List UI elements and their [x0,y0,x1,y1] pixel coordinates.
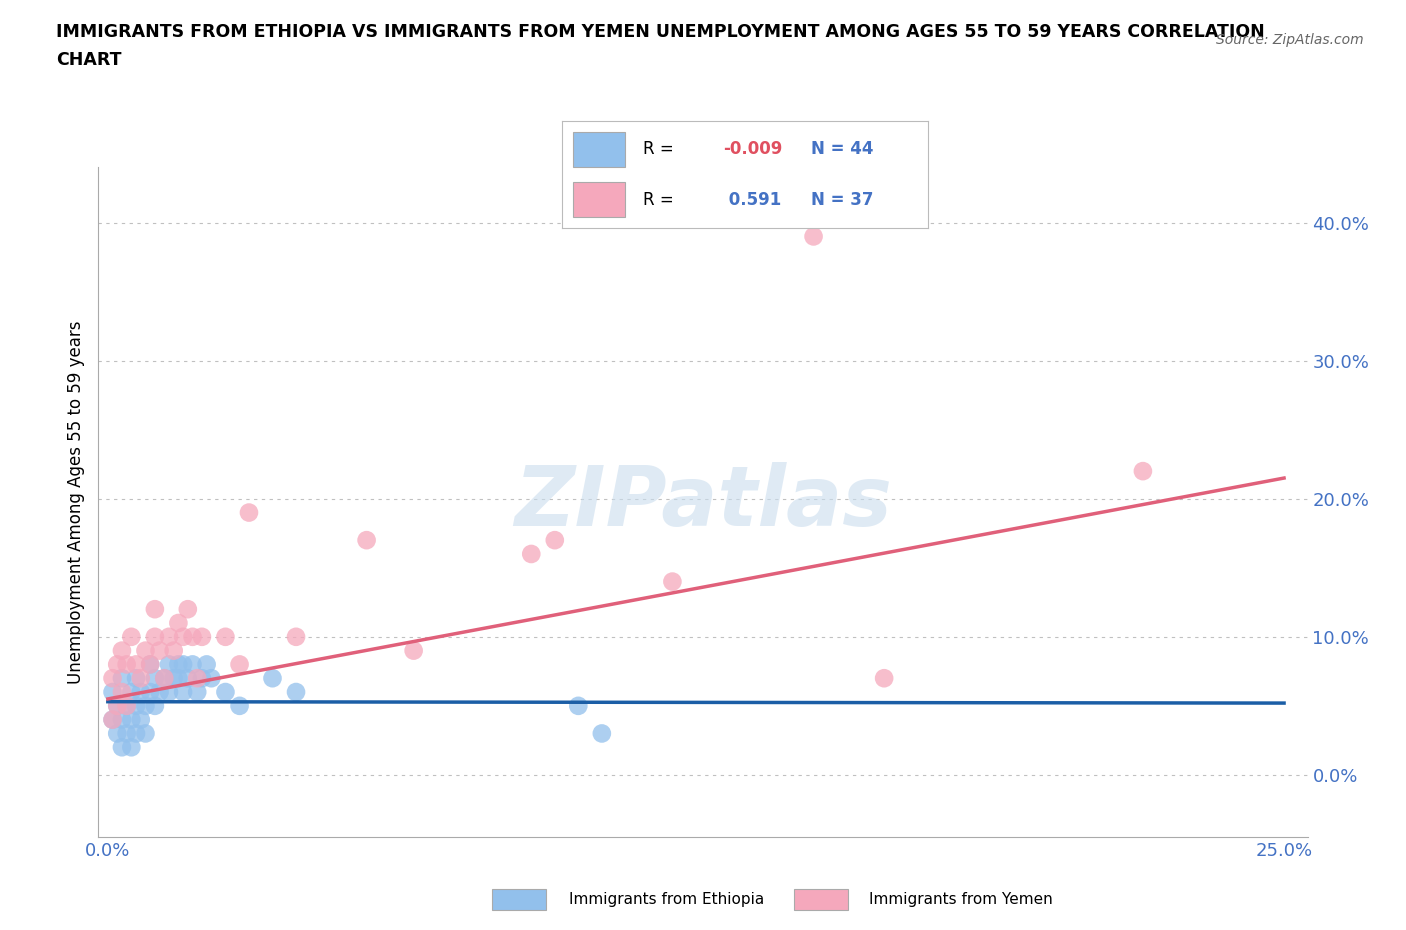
Point [172,657,194,671]
FancyBboxPatch shape [574,132,624,166]
Point [134,644,156,658]
Point [167,616,190,631]
Point [177,602,200,617]
Point [101,712,124,727]
Point [115,698,138,713]
Text: ZIPatlas: ZIPatlas [515,461,891,543]
Text: N = 44: N = 44 [811,140,873,158]
Point [105,657,128,671]
Point [134,726,156,741]
Text: Immigrants from Ethiopia: Immigrants from Ethiopia [569,892,765,907]
Point [111,644,134,658]
Point [125,726,148,741]
Point [262,671,284,685]
Point [120,740,142,755]
Point [125,698,148,713]
Point [139,657,162,671]
Point [228,698,250,713]
Point [129,684,152,699]
Point [356,533,378,548]
Point [120,684,142,699]
Text: -0.009: -0.009 [723,140,783,158]
Point [134,698,156,713]
Point [167,671,190,685]
Text: Immigrants from Yemen: Immigrants from Yemen [869,892,1053,907]
Point [105,698,128,713]
Text: 0.591: 0.591 [723,191,782,208]
Point [285,630,308,644]
Point [191,630,214,644]
Point [111,712,134,727]
Point [591,726,613,741]
Y-axis label: Unemployment Among Ages 55 to 59 years: Unemployment Among Ages 55 to 59 years [66,321,84,684]
Point [214,630,236,644]
Point [105,726,128,741]
Point [1132,464,1154,479]
Point [238,505,260,520]
Point [139,684,162,699]
Point [125,657,148,671]
Text: R =: R = [643,191,679,208]
Point [115,657,138,671]
Point [120,712,142,727]
Point [228,657,250,671]
Point [285,684,308,699]
Text: CHART: CHART [56,51,122,69]
Point [200,671,222,685]
Point [153,671,176,685]
Text: N = 37: N = 37 [811,191,873,208]
Point [167,657,190,671]
Point [115,698,138,713]
Text: R =: R = [643,140,679,158]
Point [873,671,896,685]
Point [163,671,186,685]
Point [661,574,683,589]
Point [214,684,236,699]
Point [157,684,180,699]
Point [191,671,214,685]
Point [181,630,204,644]
FancyBboxPatch shape [574,182,624,218]
Point [157,630,180,644]
Point [143,602,166,617]
Point [101,684,124,699]
Point [149,644,172,658]
Point [402,644,425,658]
Point [172,684,194,699]
Point [153,671,176,685]
Text: IMMIGRANTS FROM ETHIOPIA VS IMMIGRANTS FROM YEMEN UNEMPLOYMENT AMONG AGES 55 TO : IMMIGRANTS FROM ETHIOPIA VS IMMIGRANTS F… [56,23,1265,41]
Text: Source: ZipAtlas.com: Source: ZipAtlas.com [1216,33,1364,46]
Point [567,698,589,713]
Point [544,533,567,548]
Point [143,698,166,713]
Point [111,684,134,699]
Point [129,671,152,685]
Point [195,657,218,671]
Point [157,657,180,671]
Point [105,698,128,713]
Point [186,684,208,699]
Point [129,712,152,727]
Point [803,229,825,244]
Point [139,657,162,671]
Point [181,657,204,671]
Point [115,726,138,741]
Point [172,630,194,644]
Point [101,712,124,727]
Point [149,684,172,699]
Point [520,547,543,562]
Point [111,671,134,685]
Point [186,671,208,685]
Point [177,671,200,685]
Point [111,740,134,755]
Point [101,671,124,685]
Point [120,630,142,644]
Point [163,644,186,658]
Point [143,630,166,644]
Point [125,671,148,685]
Point [143,671,166,685]
